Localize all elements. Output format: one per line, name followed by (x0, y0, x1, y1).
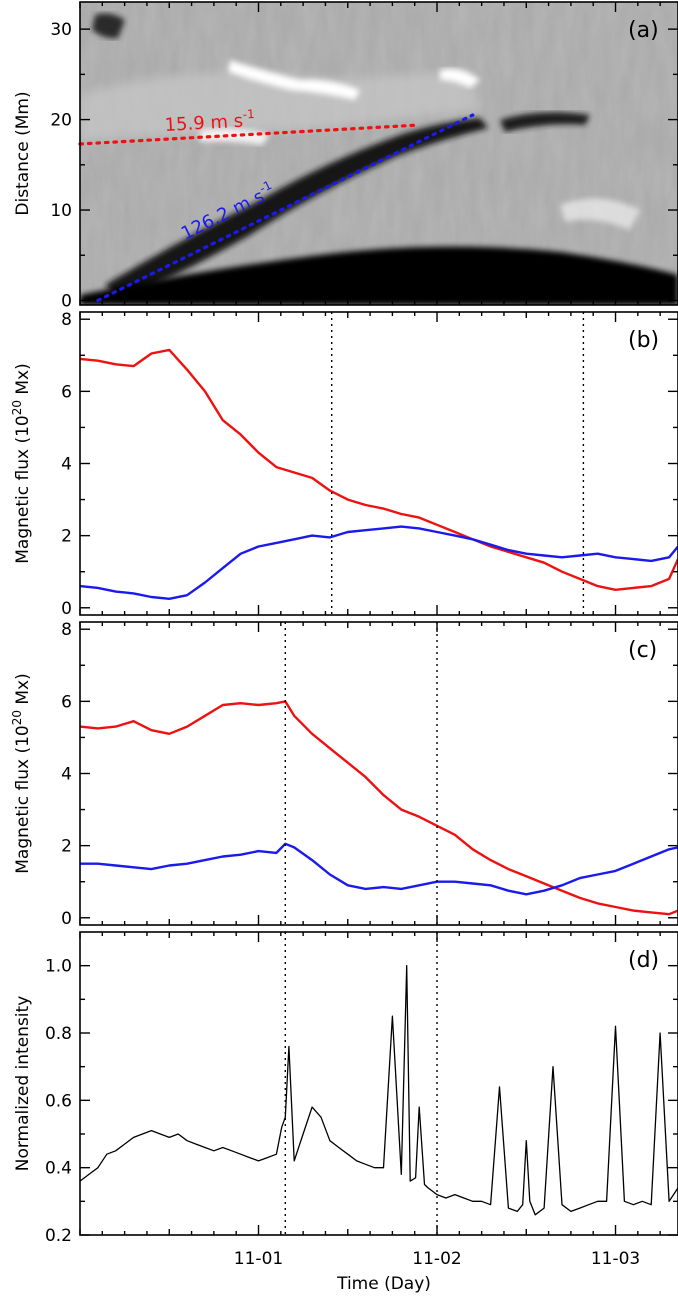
y-tick-label: 10 (50, 201, 72, 221)
y-tick-label: 20 (50, 111, 72, 131)
series-line-0 (79, 348, 678, 591)
y-tick-label: 0 (61, 599, 72, 619)
y-tick-label: 0.4 (45, 1159, 72, 1179)
y-tick-label: 2 (61, 527, 72, 547)
speed-label-0: 15.9 m s-1 (164, 107, 256, 136)
y-tick-label: 8 (61, 310, 72, 330)
y-tick-label: 2 (61, 837, 72, 857)
y-axis-label: Normalized intensity (13, 996, 33, 1172)
panel-label: (a) (628, 18, 659, 43)
series-line-0 (79, 965, 678, 1216)
x-tick-label: 11-03 (591, 1249, 640, 1269)
y-tick-label: 0 (61, 291, 72, 311)
y-tick-label: 6 (61, 382, 72, 402)
series-line-1 (79, 525, 678, 600)
series-line-1 (80, 842, 678, 896)
y-tick-label: 6 (61, 692, 72, 712)
y-tick-label: 0.2 (45, 1226, 72, 1246)
y-tick-label: 0 (61, 909, 72, 929)
y-axis-label: Magnetic flux (1020 Mx) (10, 673, 33, 874)
y-tick-label: 1.0 (45, 957, 72, 977)
panel-frame (79, 1, 678, 306)
panel-label: (c) (628, 638, 657, 663)
x-axis-label: Time (Day) (336, 1274, 431, 1294)
panel-c: 0 2 4 6 8 (c) Magnetic flux (1020 Mx) (10, 620, 678, 929)
fit-line-0 (78, 123, 421, 146)
x-tick-label: 11-02 (412, 1249, 461, 1269)
fit-line-1 (96, 113, 475, 303)
series-line-0 (79, 700, 678, 916)
y-axis-label: Distance (Mm) (13, 91, 33, 215)
y-axis-label: Magnetic flux (1020 Mx) (10, 363, 33, 564)
panel-frame (79, 311, 678, 616)
y-tick-label: 0.8 (45, 1024, 72, 1044)
y-tick-label: 30 (50, 20, 72, 40)
y-tick-label: 8 (61, 620, 72, 640)
time-distance-map (80, 2, 678, 305)
panel-b: 0 2 4 6 8 (b) Magnetic flux (1020 Mx) (10, 310, 678, 619)
panel-frame (79, 931, 678, 1236)
y-tick-label: 4 (61, 455, 72, 475)
panel-d: 0.2 0.4 0.6 0.8 1.0 (d) Normalized intensity (13, 931, 678, 1246)
panel-label: (b) (628, 328, 659, 353)
panel-label: (d) (628, 948, 659, 973)
y-tick-label: 0.6 (45, 1091, 72, 1111)
panel-frame (79, 621, 678, 926)
y-tick-label: 4 (61, 765, 72, 785)
x-tick-label: 11-01 (234, 1249, 283, 1269)
